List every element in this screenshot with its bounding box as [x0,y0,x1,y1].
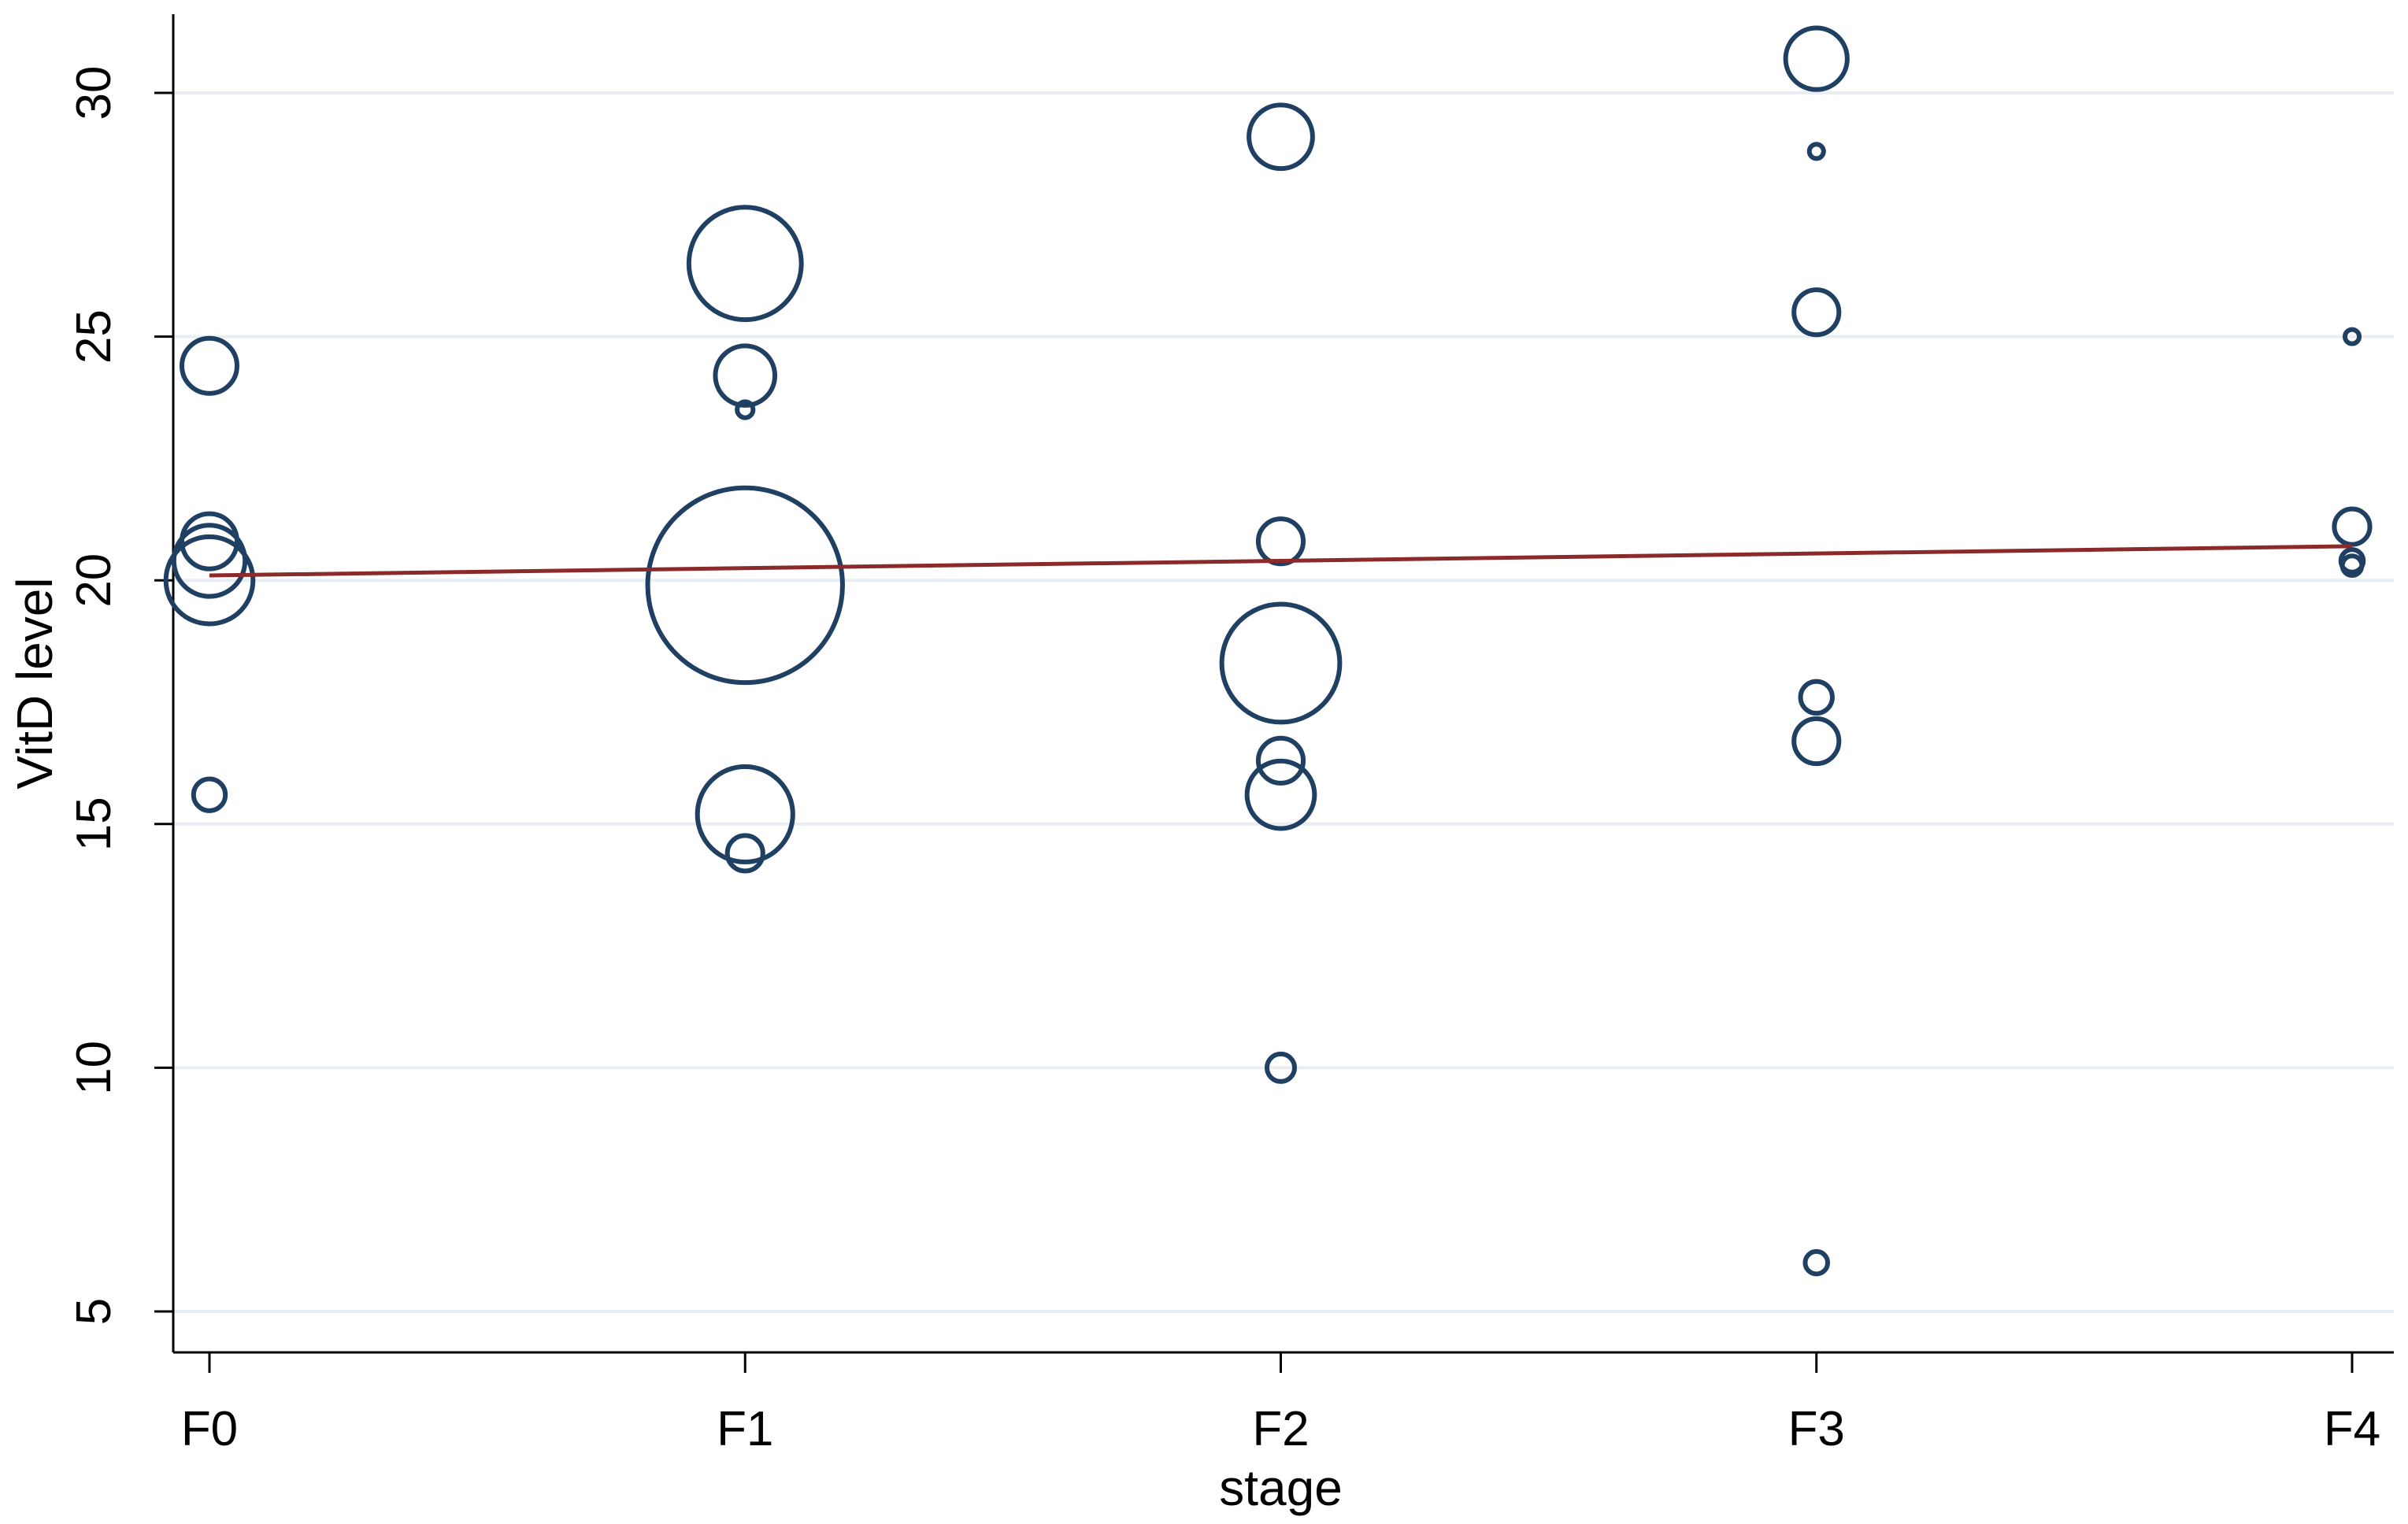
bubble-point [1783,25,1850,92]
bubble-point [180,335,239,396]
bubble-point [1791,287,1842,338]
bubble-point [1255,516,1306,567]
bubble-point [2338,547,2366,575]
bubble-point [1247,102,1315,172]
bubbles [163,25,2373,1277]
x-tick-label: F2 [1252,1402,1309,1456]
x-tick-label: F3 [1788,1402,1845,1456]
y-tick-label: 20 [67,553,121,608]
bubble-point [2342,327,2362,346]
bubble-point [171,523,248,599]
y-tick-label: 15 [67,797,121,851]
x-tick-label: F0 [181,1402,238,1456]
bubble-point [1244,758,1317,831]
bubble-point [191,776,228,813]
y-tick-label: 10 [67,1041,121,1095]
y-tick-label: 5 [67,1298,121,1325]
bubble-point [686,205,804,323]
bubble-point [163,534,256,627]
y-ticks: 5 10 15 20 25 30 [67,66,173,1325]
grid-lines [173,91,2394,1313]
bubble-point [1806,142,1826,161]
x-tick-label: F4 [2324,1402,2380,1456]
bubble-point [1255,735,1306,786]
x-ticks: F0 F1 F2 F3 F4 [181,1352,2380,1456]
axes [172,14,2394,1354]
bubble-point [645,485,845,686]
bubble-point [2332,506,2373,547]
y-tick-label: 30 [67,66,121,120]
x-axis-title: stage [1219,1459,1343,1516]
bubble-point [1791,716,1842,767]
bubble-point [735,399,756,420]
bubble-point [1798,679,1835,716]
x-tick-label: F1 [717,1402,773,1456]
bubble-point [724,833,765,874]
y-axis-title: VitD level [6,577,63,789]
y-tick-label: 25 [67,309,121,364]
bubble-point [1802,1248,1831,1277]
bubble-point [695,764,795,865]
bubble-point [1265,1051,1297,1084]
bubble-point [713,343,778,408]
fit-line [209,544,2353,578]
bubble-point [1219,601,1343,725]
bubble-point [2339,553,2365,578]
